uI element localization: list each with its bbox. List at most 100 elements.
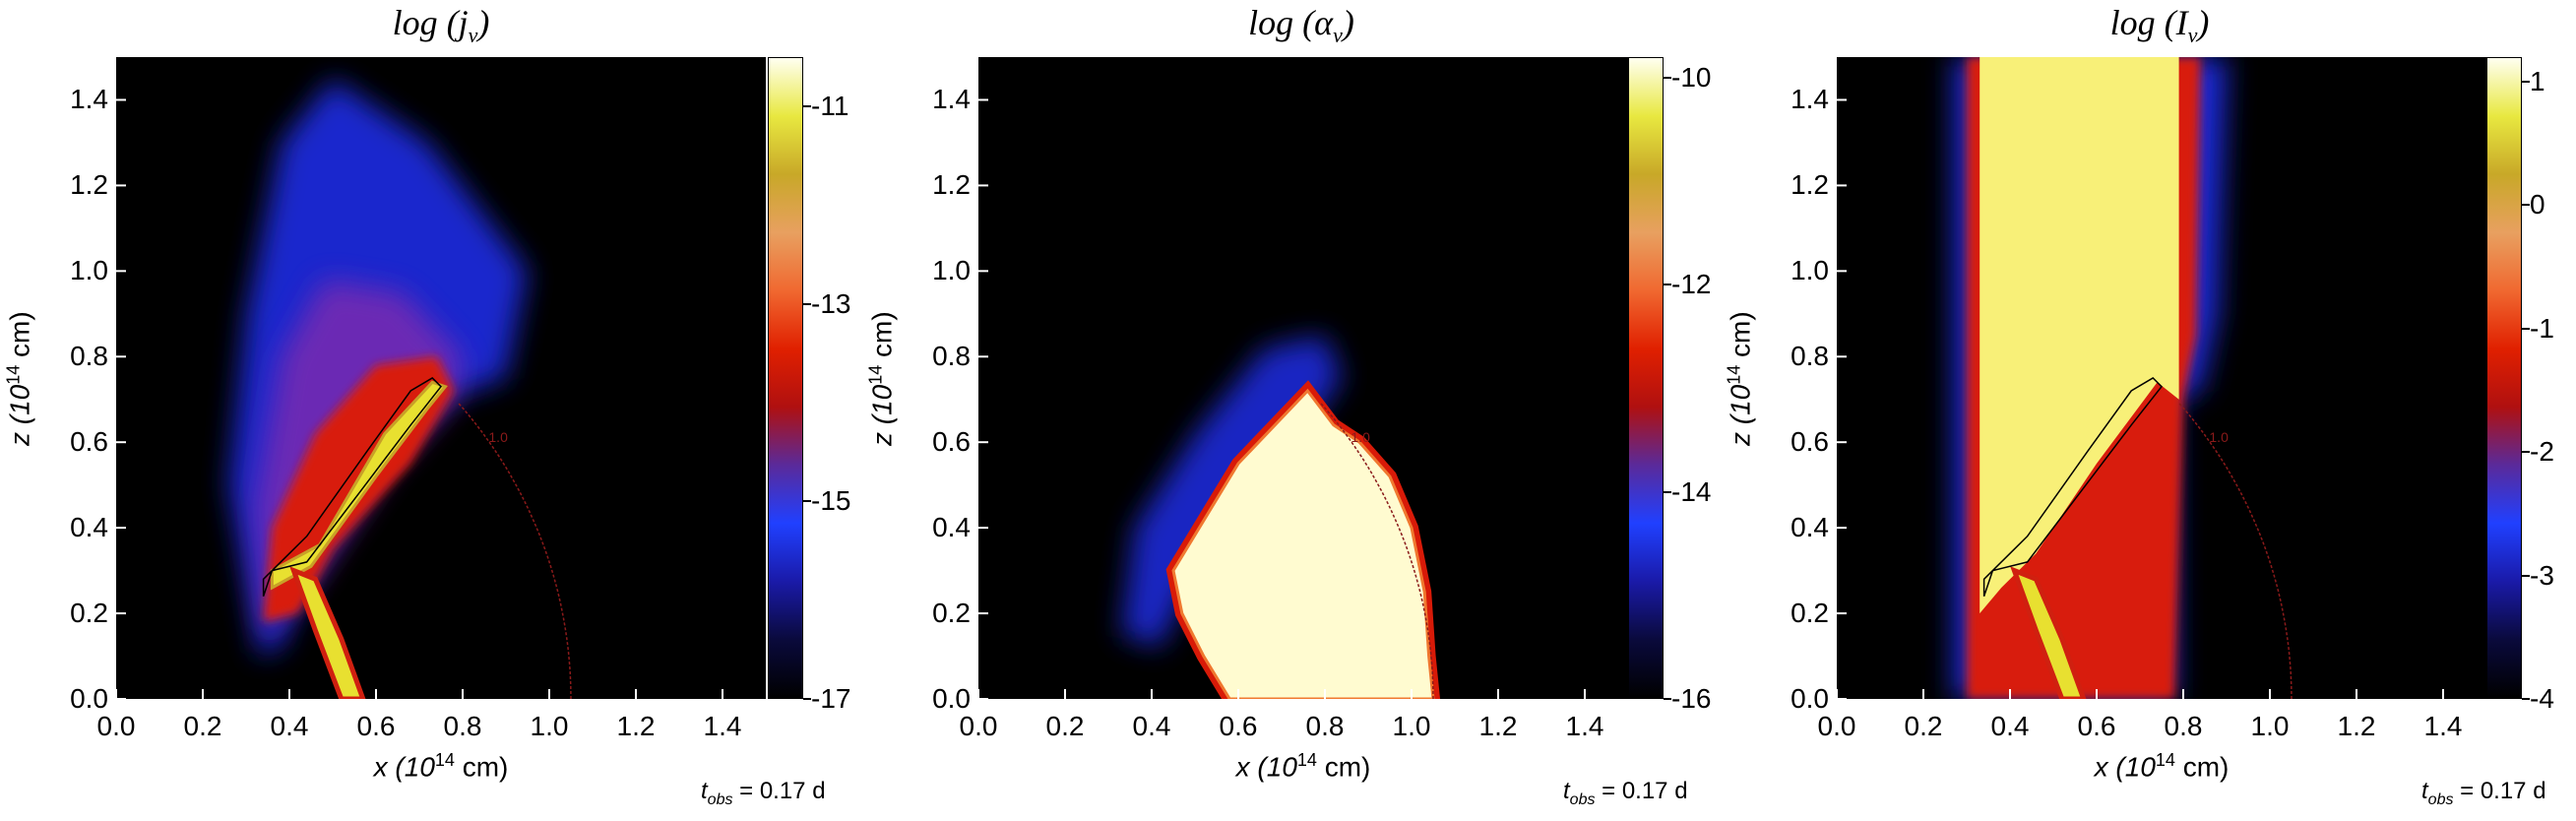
y-tick-label: 1.0 — [1791, 255, 1829, 286]
contour-jet — [262, 377, 443, 597]
beam-yellow — [1979, 57, 2179, 614]
x-tick-label: 0.0 — [1817, 711, 1856, 741]
x-tick-label: 1.2 — [1478, 711, 1518, 741]
colorbar-tick-label: -15 — [811, 485, 851, 517]
x-tick-label: 0.2 — [1904, 711, 1943, 741]
colorbar-tick-label: -13 — [811, 287, 851, 319]
x-axis-label: x (1014 cm) — [1235, 750, 1371, 783]
y-tick-label: 0.8 — [1791, 341, 1829, 372]
colorbar-tick-label: -2 — [2530, 436, 2554, 468]
x-tick-label: 0.8 — [443, 711, 482, 741]
panel-absorption: log (αν) 1.0 z (1014 cm) x (1014 cm) tob… — [858, 0, 1715, 821]
heatmap-alphanu: 1.0 — [978, 57, 1628, 699]
x-tick-label: 0.4 — [270, 711, 309, 741]
x-tick-label: 0.2 — [1045, 711, 1085, 741]
y-tick-label: 1.4 — [932, 84, 971, 115]
y-tick-label: 0.0 — [932, 683, 971, 714]
y-axis-label: z (1014 cm) — [865, 311, 898, 447]
x-tick-label: 1.0 — [2250, 711, 2290, 741]
panel-intensity: log (Iν) 1.0 z (1014 cm) x (1014 cm) tob… — [1717, 0, 2576, 821]
y-tick-label: 0.6 — [932, 426, 971, 458]
x-tick-label: 0.0 — [959, 711, 998, 741]
colorbar-tick-label: -3 — [2530, 559, 2554, 591]
colorbar-tick-label: -1 — [2530, 312, 2554, 344]
x-tick-label: 1.2 — [2337, 711, 2376, 741]
jet-leg — [289, 566, 366, 699]
colorbar-tick-mark — [2522, 574, 2530, 577]
y-axis-label: z (1014 cm) — [3, 311, 35, 447]
y-tick-label: 1.2 — [70, 169, 108, 201]
x-tick-label: 0.4 — [1990, 711, 2030, 741]
colorbar-tick-label: 1 — [2530, 66, 2545, 97]
y-tick-label: 0.8 — [70, 341, 108, 372]
panel-title: log (αν) — [1248, 3, 1354, 48]
colorbar-tick-mark — [803, 698, 811, 700]
y-tick-label: 1.0 — [70, 255, 108, 286]
colorbar-tick-mark — [1664, 284, 1671, 286]
x-tick-label: 0.6 — [356, 711, 396, 741]
tau-contour-label: 1.0 — [488, 429, 508, 445]
tobs-label: tobs = 0.17 d — [701, 778, 826, 808]
colorbar-tick-mark — [803, 302, 811, 305]
plot-area: 1.0 — [116, 57, 766, 699]
colorbar-tick-mark — [2522, 698, 2530, 700]
y-tick-label: 1.2 — [932, 169, 971, 201]
y-axis-label: z (1014 cm) — [1724, 311, 1756, 447]
y-tick-label: 0.0 — [70, 683, 108, 714]
x-tick-label: 1.2 — [616, 711, 656, 741]
tobs-label: tobs = 0.17 d — [2421, 778, 2546, 808]
tau-contour-label: 1.0 — [2209, 429, 2229, 445]
x-tick-label: 1.4 — [2423, 711, 2463, 741]
x-tick-label: 0.8 — [1305, 711, 1345, 741]
panel-title: log (Iν) — [2109, 3, 2210, 48]
y-tick-label: 0.8 — [932, 341, 971, 372]
colorbar-tick-mark — [1664, 77, 1671, 80]
colorbar-tick-label: -16 — [1671, 683, 1712, 714]
colorbar-tick-label: -12 — [1671, 269, 1712, 300]
x-tick-label: 0.8 — [2164, 711, 2203, 741]
x-tick-label: 0.6 — [1219, 711, 1258, 741]
colorbar-tick-label: -14 — [1671, 475, 1712, 507]
y-tick-label: 0.4 — [932, 512, 971, 543]
y-tick-label: 0.6 — [70, 426, 108, 458]
x-tick-label: 0.6 — [2077, 711, 2116, 741]
colorbar-tick-mark — [2522, 451, 2530, 454]
y-tick-label: 0.4 — [1791, 512, 1829, 543]
y-tick-label: 0.2 — [1791, 598, 1829, 629]
panel-title: log (jν) — [392, 3, 490, 48]
colorbar-tick-label: -17 — [811, 683, 851, 714]
heatmap-jnu: 1.0 — [116, 57, 766, 699]
colorbar-tick-label: -11 — [811, 91, 849, 122]
tau-contour-label: 1.0 — [1351, 429, 1370, 445]
y-tick-label: 1.4 — [70, 84, 108, 115]
x-tick-label: 0.0 — [96, 711, 136, 741]
heatmap-inu: 1.0 — [1837, 57, 2486, 699]
y-tick-label: 1.2 — [1791, 169, 1829, 201]
colorbar-tick-label: -4 — [2530, 683, 2554, 714]
contour-jet — [1982, 377, 2164, 597]
y-tick-label: 0.6 — [1791, 426, 1829, 458]
y-tick-label: 1.0 — [932, 255, 971, 286]
colorbar-tick-mark — [1664, 490, 1671, 493]
colorbar-tick-mark — [803, 500, 811, 503]
colorbar-tick-mark — [2522, 327, 2530, 330]
x-tick-label: 1.4 — [703, 711, 742, 741]
x-tick-label: 1.0 — [530, 711, 569, 741]
y-tick-label: 0.2 — [70, 598, 108, 629]
x-axis-label: x (1014 cm) — [2094, 750, 2230, 783]
colorbar-tick-mark — [2522, 204, 2530, 207]
colorbar-tick-label: -10 — [1671, 62, 1712, 94]
y-tick-label: 0.0 — [1791, 683, 1829, 714]
panel-emissivity: log (jν) 1.0 z (1014 cm) x (1014 cm) tob… — [0, 0, 856, 821]
colorbar-tick-mark — [803, 105, 811, 108]
colorbar — [2486, 57, 2522, 699]
y-tick-label: 0.2 — [932, 598, 971, 629]
x-tick-label: 1.4 — [1565, 711, 1604, 741]
colorbar-tick-mark — [1664, 698, 1671, 700]
x-tick-label: 0.2 — [183, 711, 222, 741]
colorbar — [1628, 57, 1664, 699]
x-tick-label: 0.4 — [1132, 711, 1171, 741]
colorbar — [768, 57, 803, 699]
tobs-label: tobs = 0.17 d — [1563, 778, 1688, 808]
y-tick-label: 1.4 — [1791, 84, 1829, 115]
